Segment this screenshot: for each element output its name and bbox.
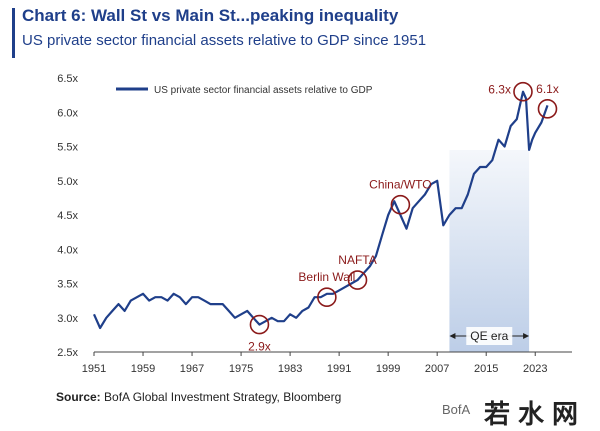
qe-era-shading xyxy=(449,150,530,352)
y-tick-label: 5.0x xyxy=(57,176,78,188)
x-tick-label: 1975 xyxy=(229,363,253,375)
y-tick-label: 3.0x xyxy=(57,313,78,325)
annotation-circle xyxy=(513,81,533,102)
chart-title: Chart 6: Wall St vs Main St...peaking in… xyxy=(22,6,399,25)
x-tick-label: 2023 xyxy=(523,363,547,375)
annotation-circle xyxy=(317,287,337,308)
annotation-circle xyxy=(537,99,558,119)
y-tick-label: 6.0x xyxy=(57,107,78,119)
x-tick-label: 1999 xyxy=(376,363,400,375)
x-tick-label: 1951 xyxy=(82,363,106,375)
y-tick-label: 3.5x xyxy=(57,279,78,291)
y-tick-label: 5.5x xyxy=(57,142,78,154)
source-note: Source: BofA Global Investment Strategy,… xyxy=(56,390,341,404)
y-tick-label: 4.5x xyxy=(57,210,78,222)
annotation-circle xyxy=(347,270,368,290)
source-text: BofA Global Investment Strategy, Bloombe… xyxy=(100,390,342,404)
x-tick-label: 1991 xyxy=(327,363,351,375)
source-label: Source: xyxy=(56,390,101,404)
y-tick-label: 2.5x xyxy=(57,347,78,359)
annotation-label: 6.3x xyxy=(488,83,511,97)
annotation-circle xyxy=(249,314,270,335)
legend-label: US private sector financial assets relat… xyxy=(154,85,373,96)
chart-subtitle: US private sector financial assets relat… xyxy=(22,32,427,49)
qe-era-arrow-right xyxy=(523,333,530,339)
y-tick-label: 4.0x xyxy=(57,244,78,256)
y-tick-label: 6.5x xyxy=(57,73,78,85)
qe-era-label: QE era xyxy=(470,329,508,343)
annotation-label: 2.9x xyxy=(248,340,271,354)
annotation-label: NAFTA xyxy=(338,253,376,267)
annotation-label: 6.1x xyxy=(536,82,559,96)
x-tick-label: 2015 xyxy=(474,363,498,375)
annotation-label: China/WTO xyxy=(369,178,431,192)
x-tick-label: 1967 xyxy=(180,363,204,375)
brand-label: BofA xyxy=(442,402,471,417)
title-accent-bar xyxy=(12,8,15,58)
watermark: 若水网 xyxy=(484,400,587,430)
qe-era-arrow-left xyxy=(449,333,456,339)
qe-era-label-bg xyxy=(466,327,513,345)
x-tick-label: 1959 xyxy=(131,363,155,375)
x-tick-label: 2007 xyxy=(425,363,449,375)
annotation-circle xyxy=(390,194,411,215)
annotation-label: Berlin Wall xyxy=(298,270,355,284)
series-line xyxy=(92,90,549,330)
x-tick-label: 1983 xyxy=(278,363,302,375)
